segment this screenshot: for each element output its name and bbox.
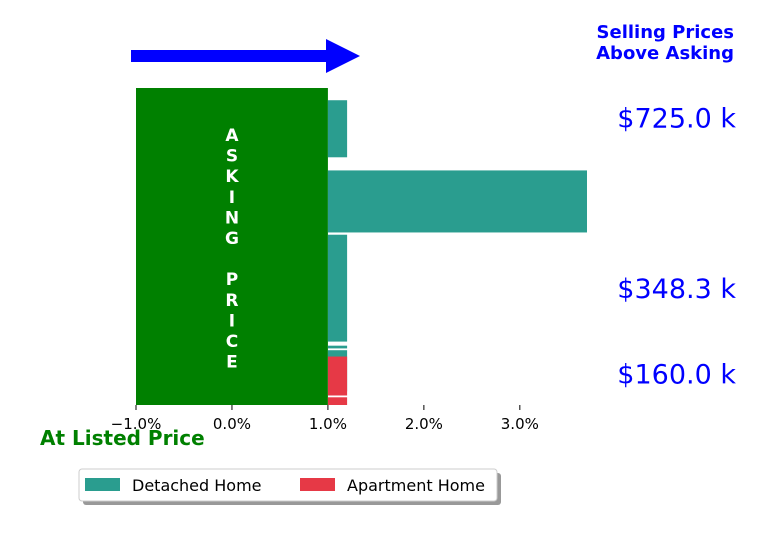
bar [327, 170, 587, 233]
legend-swatch [300, 478, 335, 491]
asking-price-letter: G [225, 229, 239, 249]
legend-box [78, 468, 498, 502]
x-tick-label: 3.0% [501, 415, 539, 433]
bar [327, 356, 348, 396]
bar [327, 345, 348, 349]
legend-swatch [85, 478, 120, 491]
x-tick-label: 2.0% [405, 415, 443, 433]
asking-price-letter: E [226, 353, 238, 373]
price-label: $348.3 k [617, 274, 736, 305]
price-label: $160.0 k [617, 359, 736, 390]
asking-price-letter: R [225, 291, 238, 311]
bar [327, 234, 348, 342]
asking-price-letter: I [229, 311, 235, 331]
bar-layer [327, 100, 587, 405]
x-tick-label: 0.0% [213, 415, 251, 433]
asking-price-letter: I [229, 188, 235, 208]
selling-above-asking-title: Selling Prices [597, 22, 734, 43]
x-tick-label: −1.0% [111, 415, 162, 433]
price-label: $725.0 k [617, 103, 736, 134]
legend: Detached Home Apartment Home [78, 468, 501, 505]
label-layer: $725.0 k $348.3 k $160.0 k Selling PricesAb… [40, 22, 736, 450]
x-tick-label: 1.0% [309, 415, 347, 433]
legend-label: Apartment Home [347, 476, 485, 495]
asking-price-letter: S [226, 147, 238, 167]
x-axis: −1.0% 0.0% 1.0% 2.0% 3.0% [111, 405, 539, 433]
at-listed-price-label: At Listed Price [40, 426, 205, 450]
arrow-layer [131, 39, 360, 73]
asking-price-letter: P [226, 270, 238, 290]
asking-price-letter: K [225, 167, 239, 187]
bar [327, 397, 348, 405]
asking-price-block [136, 88, 328, 405]
asking-price-letter: C [226, 332, 238, 352]
above-asking-arrow [131, 39, 360, 73]
selling-above-asking-title: Above Asking [596, 43, 734, 64]
bar [327, 100, 348, 158]
asking-price-letter: A [225, 126, 239, 146]
asking-price-letter: N [225, 208, 239, 228]
legend-label: Detached Home [132, 476, 262, 495]
